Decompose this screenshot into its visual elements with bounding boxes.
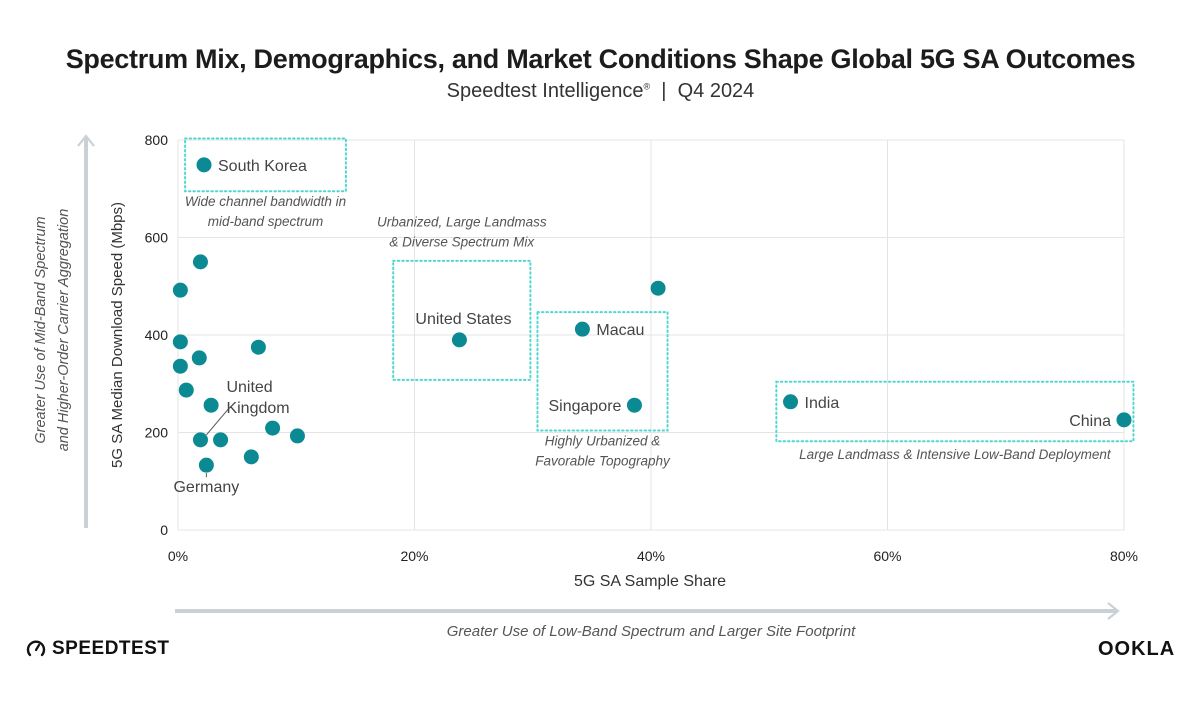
data-point-china xyxy=(1116,412,1132,428)
x-tick-label: 0% xyxy=(168,548,188,564)
x-tick-label: 40% xyxy=(637,548,665,564)
annotation-box xyxy=(536,311,669,432)
data-point xyxy=(192,254,208,270)
data-point-macau xyxy=(574,321,590,337)
data-point xyxy=(213,432,229,448)
speedometer-icon xyxy=(26,640,46,657)
x-tick-label: 60% xyxy=(873,548,901,564)
data-point xyxy=(265,420,281,436)
point-label: Macau xyxy=(596,322,644,339)
point-label: United xyxy=(226,379,272,396)
point-label: Germany xyxy=(173,479,239,496)
point-label: India xyxy=(805,395,840,412)
point-label: South Korea xyxy=(218,158,307,175)
data-point xyxy=(172,334,188,350)
subtitle-source: Speedtest Intelligence xyxy=(446,80,644,102)
y-tick-label: 400 xyxy=(145,327,169,343)
y-direction-label: Greater Use of Mid-Band Spectrum xyxy=(33,216,49,443)
data-point xyxy=(250,339,266,355)
annotation-text: Highly Urbanized & xyxy=(545,434,661,449)
x-tick-label: 20% xyxy=(400,548,428,564)
data-point xyxy=(172,358,188,374)
axis-labels: 5G SA Sample Share 5G SA Median Download … xyxy=(33,134,1120,640)
annotation-texts: Wide channel bandwidth in mid-band spectr… xyxy=(185,194,1112,469)
point-label: United States xyxy=(415,311,511,328)
data-point-united-states xyxy=(451,332,467,348)
y-tick-label: 0 xyxy=(160,522,168,538)
tick-labels: 0 200 400 600 800 0% 20% 40% 60% 80% xyxy=(145,132,1138,564)
x-arrowhead-icon xyxy=(1107,602,1120,620)
x-tick-label: 80% xyxy=(1110,548,1138,564)
registered-mark: ® xyxy=(643,81,651,92)
speedtest-wordmark: SPEEDTEST xyxy=(52,638,170,659)
data-point xyxy=(650,280,666,296)
data-point xyxy=(203,397,219,413)
data-point xyxy=(243,449,259,465)
data-points xyxy=(172,157,1132,473)
annotation-box xyxy=(392,259,532,381)
data-point xyxy=(191,350,207,366)
y-tick-label: 600 xyxy=(145,230,169,246)
data-point-germany xyxy=(198,457,214,473)
speedtest-logo: SPEEDTEST xyxy=(26,638,169,660)
point-label: Kingdom xyxy=(226,400,289,417)
annotation-text: & Diverse Spectrum Mix xyxy=(389,234,535,249)
y-tick-label: 800 xyxy=(145,132,169,148)
data-point xyxy=(172,282,188,298)
annotation-text: mid-band spectrum xyxy=(208,214,324,229)
y-direction-label: and Higher-Order Carrier Aggregation xyxy=(56,209,72,452)
chart-title: Spectrum Mix, Demographics, and Market C… xyxy=(65,44,1136,74)
annotation-text: Wide channel bandwidth in xyxy=(185,194,346,209)
subtitle-period: Q4 2024 xyxy=(677,80,755,102)
annotation-boxes xyxy=(184,137,1135,443)
y-arrowhead-icon xyxy=(77,134,95,147)
x-direction-label: Greater Use of Low-Band Spectrum and Lar… xyxy=(447,623,856,640)
annotation-text: Urbanized, Large Landmass xyxy=(377,214,547,229)
point-label: Singapore xyxy=(548,398,621,415)
annotation-text: Favorable Topography xyxy=(535,454,671,469)
annotation-text: Large Landmass & Intensive Low-Band Depl… xyxy=(799,447,1112,462)
ookla-logo: OOKLA xyxy=(1098,638,1176,660)
data-point-united-kingdom xyxy=(192,432,208,448)
point-label: China xyxy=(1069,413,1111,430)
y-tick-label: 200 xyxy=(145,425,169,441)
annotation-box xyxy=(184,137,347,193)
x-axis-title: 5G SA Sample Share xyxy=(574,573,726,590)
subtitle-separator: | xyxy=(661,80,667,102)
data-point-india xyxy=(783,394,799,410)
leader-line xyxy=(206,408,229,436)
data-point-singapore xyxy=(626,397,642,413)
point-labels: South Korea United Kingdom Germany United St… xyxy=(173,158,1111,496)
annotation-box xyxy=(775,380,1135,443)
chart-subtitle: Speedtest Intelligence® | Q4 2024 xyxy=(0,80,1201,103)
data-point xyxy=(289,428,305,444)
data-point xyxy=(178,382,194,398)
y-axis-title: 5G SA Median Download Speed (Mbps) xyxy=(109,202,126,468)
data-point-south-korea xyxy=(196,157,212,173)
